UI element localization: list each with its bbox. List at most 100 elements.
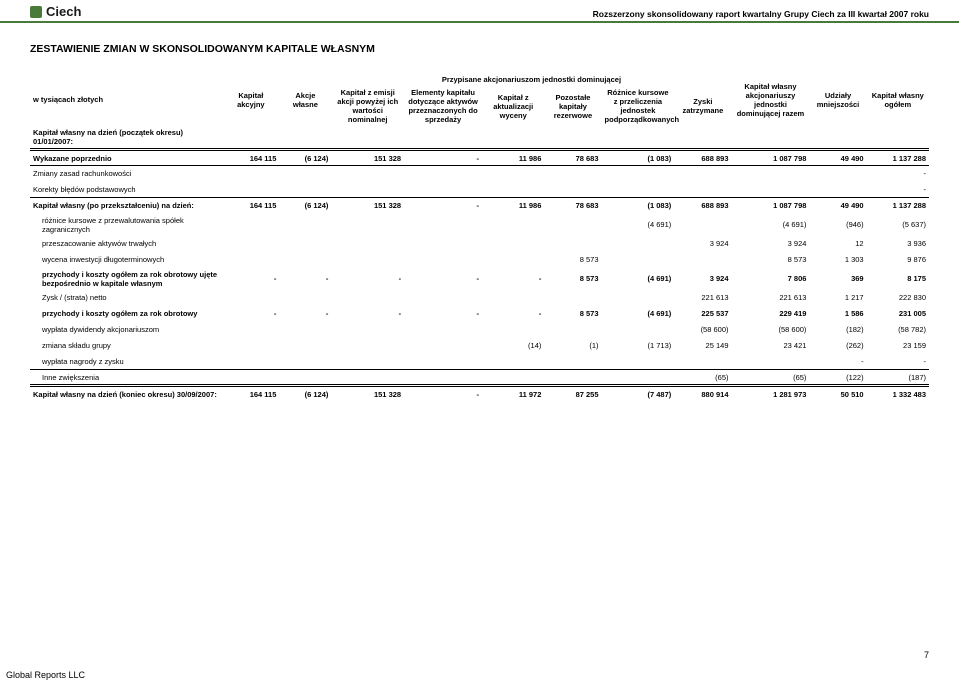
cell: 23 421 <box>732 338 810 354</box>
cell <box>279 370 331 386</box>
cell <box>404 354 482 370</box>
col-c5: Kapitał z aktualizacji wyceny <box>482 86 544 126</box>
table-row: wycena inwestycji długoterminowych8 5738… <box>30 252 929 268</box>
cell: (5 637) <box>867 214 929 236</box>
cell: 1 303 <box>809 252 866 268</box>
cell: (7 487) <box>602 386 675 402</box>
cell: (1 083) <box>602 198 675 214</box>
footer-left: Global Reports LLC <box>6 670 85 680</box>
row-label: zmiana składu grupy <box>30 338 222 354</box>
row-label: Wykazane poprzednio <box>30 150 222 166</box>
cell: (14) <box>482 338 544 354</box>
cell: 688 893 <box>674 150 731 166</box>
cell <box>331 290 404 306</box>
cell <box>674 182 731 198</box>
row-label: przeszacowanie aktywów trwałych <box>30 236 222 252</box>
cell: (65) <box>732 370 810 386</box>
cell <box>222 252 279 268</box>
cell <box>602 252 675 268</box>
col-c7: Różnice kursowe z przeliczenia jednostek… <box>602 86 675 126</box>
cell: 8 175 <box>867 268 929 290</box>
cell <box>331 370 404 386</box>
cell: - <box>331 306 404 322</box>
cell <box>482 166 544 182</box>
cell: 1 586 <box>809 306 866 322</box>
cell <box>482 290 544 306</box>
cell <box>404 214 482 236</box>
cell <box>544 322 601 338</box>
cell: 11 986 <box>482 150 544 166</box>
cell: (6 124) <box>279 386 331 402</box>
cell <box>279 354 331 370</box>
cell <box>602 236 675 252</box>
table-row: przychody i koszty ogółem za rok obrotow… <box>30 268 929 290</box>
cell <box>222 126 279 150</box>
row-label: różnice kursowe z przewalutowania spółek… <box>30 214 222 236</box>
table-row: wypłata dywidendy akcjonariuszom(58 600)… <box>30 322 929 338</box>
table-row: wypłata nagrody z zysku-- <box>30 354 929 370</box>
table-row: Kapitał własny na dzień (początek okresu… <box>30 126 929 150</box>
cell: 78 683 <box>544 150 601 166</box>
cell <box>331 182 404 198</box>
cell <box>867 126 929 150</box>
cell <box>602 182 675 198</box>
table-row: różnice kursowe z przewalutowania spółek… <box>30 214 929 236</box>
cell <box>331 322 404 338</box>
cell <box>602 166 675 182</box>
cell: 369 <box>809 268 866 290</box>
page-number: 7 <box>924 650 929 660</box>
cell <box>482 182 544 198</box>
cell <box>482 126 544 150</box>
cell <box>279 338 331 354</box>
cell: - <box>404 268 482 290</box>
col-c1: Kapitał akcyjny <box>222 73 279 126</box>
cell: 11 972 <box>482 386 544 402</box>
row-label: Kapitał własny na dzień (koniec okresu) … <box>30 386 222 402</box>
header-caption: Rozszerzony skonsolidowany raport kwarta… <box>593 9 929 19</box>
cell: 8 573 <box>732 252 810 268</box>
cell <box>404 338 482 354</box>
col-c9: Kapitał własny akcjonariuszy jednostki d… <box>732 73 810 126</box>
cell: 1 137 288 <box>867 198 929 214</box>
table-row: Korekty błędów podstawowych- <box>30 182 929 198</box>
cell <box>222 182 279 198</box>
cell <box>674 166 731 182</box>
cell <box>404 322 482 338</box>
cell: 164 115 <box>222 198 279 214</box>
cell: 8 573 <box>544 306 601 322</box>
cell: 3 924 <box>674 236 731 252</box>
cell <box>544 354 601 370</box>
cell: (65) <box>674 370 731 386</box>
col-c8: Zyski zatrzymane <box>674 86 731 126</box>
cell: 9 876 <box>867 252 929 268</box>
row-label: wypłata nagrody z zysku <box>30 354 222 370</box>
cell: 3 936 <box>867 236 929 252</box>
cell: 23 159 <box>867 338 929 354</box>
col-row-label: w tysiącach złotych <box>30 73 222 126</box>
cell: (1 083) <box>602 150 675 166</box>
cell <box>222 354 279 370</box>
cell: 1 217 <box>809 290 866 306</box>
row-label: Inne zwiększenia <box>30 370 222 386</box>
cell: 1 332 483 <box>867 386 929 402</box>
cell <box>331 126 404 150</box>
cell <box>544 126 601 150</box>
cell: (122) <box>809 370 866 386</box>
cell <box>404 290 482 306</box>
cell: - <box>867 354 929 370</box>
cell: 221 613 <box>674 290 731 306</box>
logo-text: Ciech <box>46 4 81 19</box>
cell <box>544 236 601 252</box>
row-label: Kapitał własny na dzień (początek okresu… <box>30 126 222 150</box>
row-label: przychody i koszty ogółem za rok obrotow… <box>30 306 222 322</box>
cell: 225 537 <box>674 306 731 322</box>
col-c6: Pozostałe kapitały rezerwowe <box>544 86 601 126</box>
cell: - <box>867 166 929 182</box>
cell: 1 137 288 <box>867 150 929 166</box>
page-title: ZESTAWIENIE ZMIAN W SKONSOLIDOWANYM KAPI… <box>30 43 929 55</box>
cell: 222 830 <box>867 290 929 306</box>
row-label: Zmiany zasad rachunkowości <box>30 166 222 182</box>
cell <box>222 166 279 182</box>
cell: (6 124) <box>279 150 331 166</box>
row-label: Kapitał własny (po przekształceniu) na d… <box>30 198 222 214</box>
